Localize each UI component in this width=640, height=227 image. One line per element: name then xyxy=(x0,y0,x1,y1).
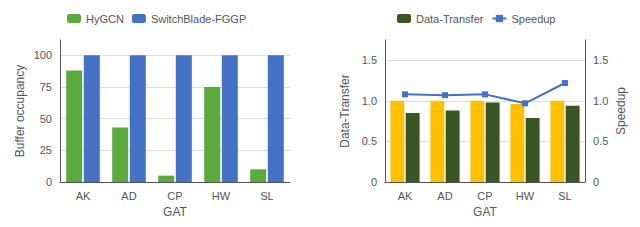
svg-text:0: 0 xyxy=(593,176,599,188)
svg-text:75: 75 xyxy=(40,81,52,93)
svg-text:1.5: 1.5 xyxy=(362,54,377,66)
svg-text:1.5: 1.5 xyxy=(593,54,608,66)
svg-text:GAT: GAT xyxy=(163,205,187,219)
svg-text:HW: HW xyxy=(212,190,231,202)
svg-text:1.0: 1.0 xyxy=(362,95,377,107)
svg-text:0: 0 xyxy=(46,176,52,188)
svg-text:AD: AD xyxy=(437,190,452,202)
svg-text:CP: CP xyxy=(477,190,492,202)
svg-text:HW: HW xyxy=(516,190,535,202)
svg-text:GAT: GAT xyxy=(473,205,497,219)
svg-text:AK: AK xyxy=(76,190,91,202)
svg-text:SwitchBlade-FGGP: SwitchBlade-FGGP xyxy=(151,13,246,25)
svg-text:25: 25 xyxy=(40,144,52,156)
svg-text:50: 50 xyxy=(40,113,52,125)
svg-text:0.5: 0.5 xyxy=(362,135,377,147)
svg-text:0.5: 0.5 xyxy=(593,135,608,147)
svg-text:Buffer occupancy: Buffer occupancy xyxy=(13,65,27,158)
svg-text:Data-Transfer: Data-Transfer xyxy=(416,13,484,25)
svg-text:AD: AD xyxy=(121,190,136,202)
svg-text:HyGCN: HyGCN xyxy=(86,13,124,25)
svg-text:Speedup: Speedup xyxy=(511,13,555,25)
svg-text:SL: SL xyxy=(558,190,571,202)
svg-text:Data-Transfer: Data-Transfer xyxy=(338,74,352,148)
svg-text:0: 0 xyxy=(371,176,377,188)
svg-text:Speedup: Speedup xyxy=(614,87,628,135)
svg-text:SL: SL xyxy=(260,190,273,202)
svg-text:100: 100 xyxy=(34,49,52,61)
svg-text:CP: CP xyxy=(167,190,182,202)
svg-text:AK: AK xyxy=(398,190,413,202)
svg-text:1.0: 1.0 xyxy=(593,95,608,107)
